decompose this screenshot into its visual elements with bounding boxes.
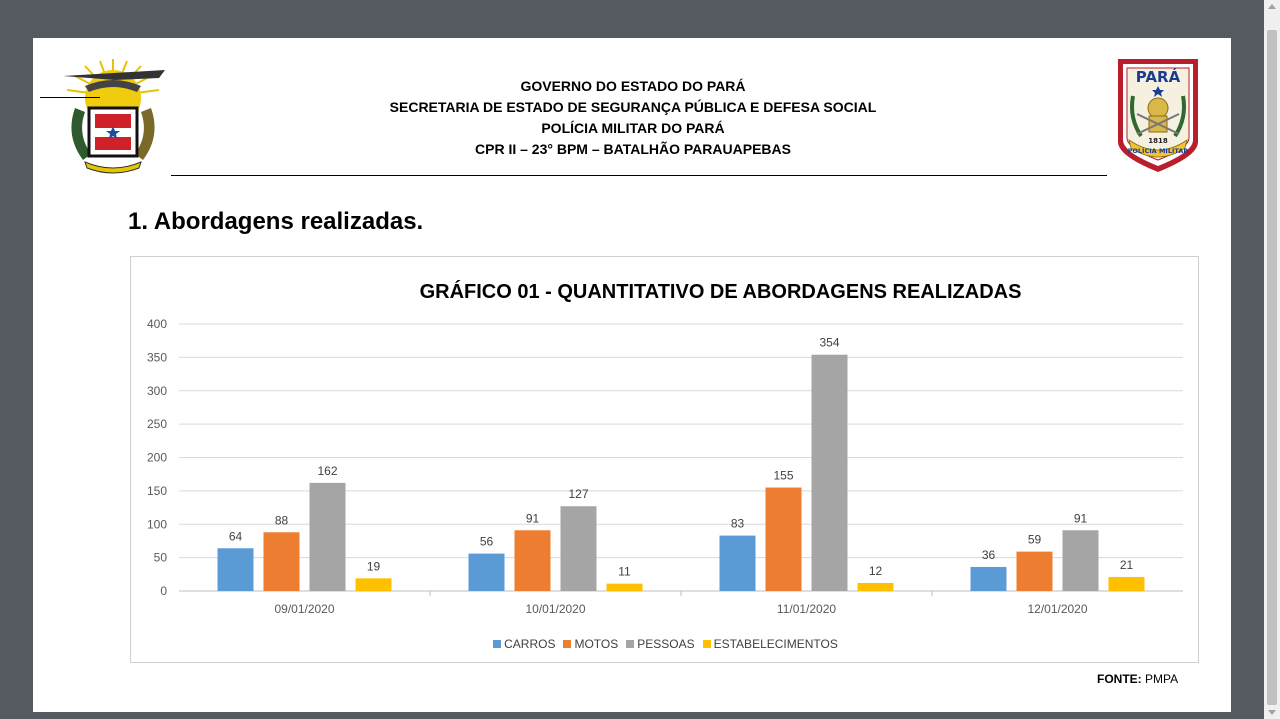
data-label: 12 [869,564,883,578]
legend-swatch [626,640,635,648]
data-label: 36 [982,548,996,562]
logo-right-top-text: PARÁ [1136,67,1181,86]
data-label: 91 [526,511,540,525]
data-label: 155 [773,469,793,483]
legend-swatch [563,640,572,648]
y-tick-label: 150 [147,484,167,498]
document-page: GOVERNO DO ESTADO DO PARÁ SECRETARIA DE … [33,38,1231,712]
bar-estabelecimentos [355,578,392,591]
chart-legend: CARROS MOTOS PESSOAS ESTABELECIMENTOS [131,637,1200,651]
y-tick-label: 50 [154,551,168,565]
legend-item-carros: CARROS [493,637,555,651]
x-tick-label: 09/01/2020 [274,602,334,616]
military-police-shield-logo: PARÁ 1818 POLÍCIA MILITAR [1118,59,1198,172]
legend-item-estabelecimentos: ESTABELECIMENTOS [702,637,838,651]
data-label: 91 [1074,511,1088,525]
y-tick-label: 250 [147,417,167,431]
document-header: GOVERNO DO ESTADO DO PARÁ SECRETARIA DE … [363,76,903,160]
bar-pessoas [811,354,848,591]
data-label: 354 [819,336,839,350]
legend-swatch [702,640,711,648]
data-label: 88 [275,513,289,527]
bar-carros [468,553,505,591]
header-divider [171,175,1107,176]
bar-motos [1016,551,1053,591]
data-label: 83 [731,517,745,531]
data-label: 127 [568,487,588,501]
bar-carros [217,548,254,591]
y-tick-label: 200 [147,451,167,465]
header-line-battalion: CPR II – 23° BPM – BATALHÃO PARAUAPEBAS [475,141,791,157]
data-label: 56 [480,535,494,549]
legend-item-motos: MOTOS [563,637,618,651]
scrollbar-thumb[interactable] [1267,30,1277,705]
logo-right-year: 1818 [1148,137,1168,145]
x-tick-label: 12/01/2020 [1027,602,1087,616]
bar-motos [514,530,551,591]
header-line-police: POLÍCIA MILITAR DO PARÁ [541,120,725,136]
bar-carros [970,566,1007,591]
logo-right-bottom-text: POLÍCIA MILITAR [1128,146,1189,155]
bar-estabelecimentos [1108,576,1145,591]
data-label: 162 [317,464,337,478]
source-note: FONTE: PMPA [1097,672,1178,686]
bar-estabelecimentos [857,582,894,591]
bar-estabelecimentos [606,583,643,591]
legend-label: CARROS [504,637,556,651]
data-label: 19 [367,559,381,573]
header-line-government: GOVERNO DO ESTADO DO PARÁ [520,78,746,94]
x-tick-label: 10/01/2020 [525,602,585,616]
header-left-rule [40,97,100,98]
scroll-up-arrow-icon[interactable] [1268,4,1276,9]
y-tick-label: 100 [147,517,167,531]
legend-swatch [493,640,502,648]
bar-pessoas [1062,530,1099,591]
chart-title: GRÁFICO 01 - QUANTITATIVO DE ABORDAGENS … [419,281,1022,303]
legend-label: ESTABELECIMENTOS [713,637,838,651]
data-label: 59 [1028,533,1042,547]
legend-label: PESSOAS [637,637,695,651]
vertical-scrollbar[interactable] [1264,0,1280,719]
section-title: 1. Abordagens realizadas. [128,208,424,235]
header-line-secretariat: SECRETARIA DE ESTADO DE SEGURANÇA PÚBLIC… [389,99,877,115]
bar-carros [719,535,756,591]
bar-chart: 0 50 100 150 200 250 300 350 400 09/01/2020 64 88 16… [147,317,1183,616]
bar-motos [263,532,300,591]
source-value: PMPA [1145,672,1179,686]
chart-frame: 0 50 100 150 200 250 300 350 400 09/01/2020 64 88 16… [130,256,1199,663]
x-tick-label: 11/01/2020 [777,602,836,616]
source-label: FONTE: [1097,672,1142,686]
data-label: 11 [618,565,631,579]
legend-item-pessoas: PESSOAS [626,637,695,651]
legend-label: MOTOS [574,637,619,651]
y-tick-label: 300 [147,384,167,398]
bar-motos [765,487,802,591]
bar-pessoas [560,506,597,591]
data-label: 21 [1120,558,1134,572]
y-tick-label: 0 [160,584,167,598]
data-label: 64 [229,529,243,543]
bar-pessoas [309,482,346,591]
y-tick-label: 400 [147,317,167,331]
y-tick-label: 350 [147,350,167,364]
scroll-down-arrow-icon[interactable] [1268,710,1276,715]
para-state-coat-of-arms-logo [63,59,165,174]
